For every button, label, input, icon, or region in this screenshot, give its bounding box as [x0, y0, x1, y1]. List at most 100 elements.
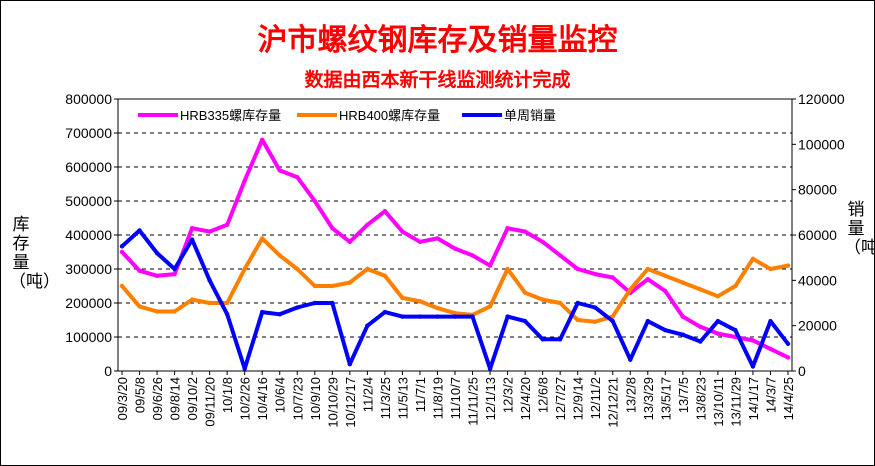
series-point-1: [785, 263, 791, 268]
y-left-tick-label: 500000: [65, 193, 112, 209]
series-point-1: [330, 283, 335, 289]
y-left-tick-label: 800000: [65, 91, 112, 107]
series-point-1: [522, 290, 528, 295]
x-tick-label: 11/2/4: [360, 377, 375, 412]
series-point-0: [417, 239, 423, 244]
series-point-0: [172, 271, 177, 277]
series-point-0: [768, 346, 773, 352]
series-point-1: [698, 287, 703, 292]
series-point-2: [365, 323, 370, 328]
x-tick-label: 13/3/29: [641, 377, 656, 420]
series-point-1: [119, 283, 125, 289]
x-tick-label: 14/4/25: [781, 377, 796, 420]
series-point-2: [628, 357, 633, 362]
series-point-2: [330, 300, 335, 306]
series-point-2: [768, 318, 773, 324]
series-point-1: [417, 299, 423, 304]
series-point-2: [663, 328, 668, 333]
chart-title: 沪市螺纹钢库存及销量监控: [257, 23, 618, 58]
series-point-1: [295, 266, 300, 272]
series-point-2: [540, 337, 545, 342]
series-point-0: [505, 226, 510, 231]
series-point-0: [575, 266, 580, 272]
series-point-0: [312, 198, 317, 204]
series-point-1: [260, 236, 265, 241]
y-right-tick-label: 120000: [798, 91, 845, 107]
series-point-2: [435, 314, 440, 319]
series-point-1: [593, 319, 598, 324]
x-tick-label: 13/5/17: [658, 377, 673, 420]
series-line-1: [120, 236, 790, 324]
series-point-1: [172, 309, 177, 314]
series-point-1: [207, 300, 212, 306]
series-point-1: [400, 295, 405, 301]
series-point-0: [382, 209, 388, 214]
series-point-1: [224, 300, 230, 306]
y-left-tick-label: 400000: [65, 227, 112, 243]
x-tick-label: 14/1/17: [746, 377, 761, 420]
series-point-1: [347, 280, 353, 285]
series-point-2: [137, 228, 142, 233]
series-point-2: [154, 250, 160, 256]
y-right-tick-label: 40000: [798, 272, 837, 288]
series-point-2: [698, 339, 703, 344]
series-point-0: [610, 275, 615, 280]
y-right-tick-label: 100000: [798, 136, 845, 152]
series-point-0: [365, 222, 370, 227]
x-tick-label: 13/11/29: [728, 377, 743, 427]
x-tick-label: 12/11/2: [588, 377, 603, 419]
x-tick-label: 13/8/23: [693, 377, 708, 420]
series-point-0: [260, 137, 265, 142]
series-point-0: [347, 239, 353, 244]
x-tick-label: 09/8/14: [168, 377, 183, 420]
y-right-tick-label: 80000: [798, 182, 837, 198]
series-point-0: [522, 229, 528, 234]
series-point-2: [347, 362, 353, 367]
series-point-2: [645, 318, 650, 324]
series-point-1: [242, 266, 247, 272]
series-point-1: [645, 266, 650, 272]
x-tick-label: 14/3/7: [763, 377, 778, 413]
series-point-1: [277, 253, 282, 258]
chart-subtitle: 数据由西本新干线监测统计完成: [304, 69, 571, 91]
x-tick-label: 09/11/20: [203, 377, 218, 427]
series-point-2: [522, 318, 528, 324]
series-point-1: [750, 256, 756, 261]
x-tick-label: 11/11/25: [466, 377, 481, 426]
x-tick-label: 12/9/14: [571, 377, 586, 420]
series-point-2: [382, 309, 388, 315]
x-tick-label: 11/3/25: [378, 377, 393, 419]
series-point-2: [207, 278, 212, 283]
series-point-0: [137, 268, 142, 273]
series-point-2: [452, 314, 458, 319]
series-point-0: [663, 288, 668, 294]
series-point-1: [154, 309, 160, 314]
x-tick-label: 11/7/1: [413, 377, 428, 412]
series-point-2: [119, 244, 125, 249]
series-point-2: [400, 314, 405, 319]
x-tick-label: 12/6/8: [536, 377, 551, 413]
series-point-0: [224, 222, 230, 227]
x-tick-label: 10/1/8: [220, 377, 235, 413]
series-point-1: [382, 273, 388, 278]
series-point-1: [189, 297, 195, 302]
series-point-0: [435, 236, 440, 241]
series-point-2: [277, 312, 282, 317]
series-point-2: [610, 318, 615, 324]
series-point-0: [295, 175, 300, 180]
series-point-1: [435, 305, 440, 311]
series-point-0: [470, 253, 475, 258]
x-tick-label: 12/3/2: [501, 377, 516, 413]
x-tick-label: 13/7/5: [676, 377, 691, 413]
series-point-0: [715, 331, 721, 336]
x-tick-label: 10/4/16: [255, 377, 270, 420]
series-point-2: [785, 341, 791, 346]
series-point-2: [575, 300, 580, 306]
series-point-0: [540, 239, 545, 244]
legend-label-1: HRB400螺库存量: [339, 108, 440, 123]
y-right-tick-label: 60000: [798, 227, 837, 243]
series-point-1: [663, 273, 668, 278]
y-left-tick-label: 700000: [65, 125, 112, 141]
series-point-2: [750, 364, 756, 369]
